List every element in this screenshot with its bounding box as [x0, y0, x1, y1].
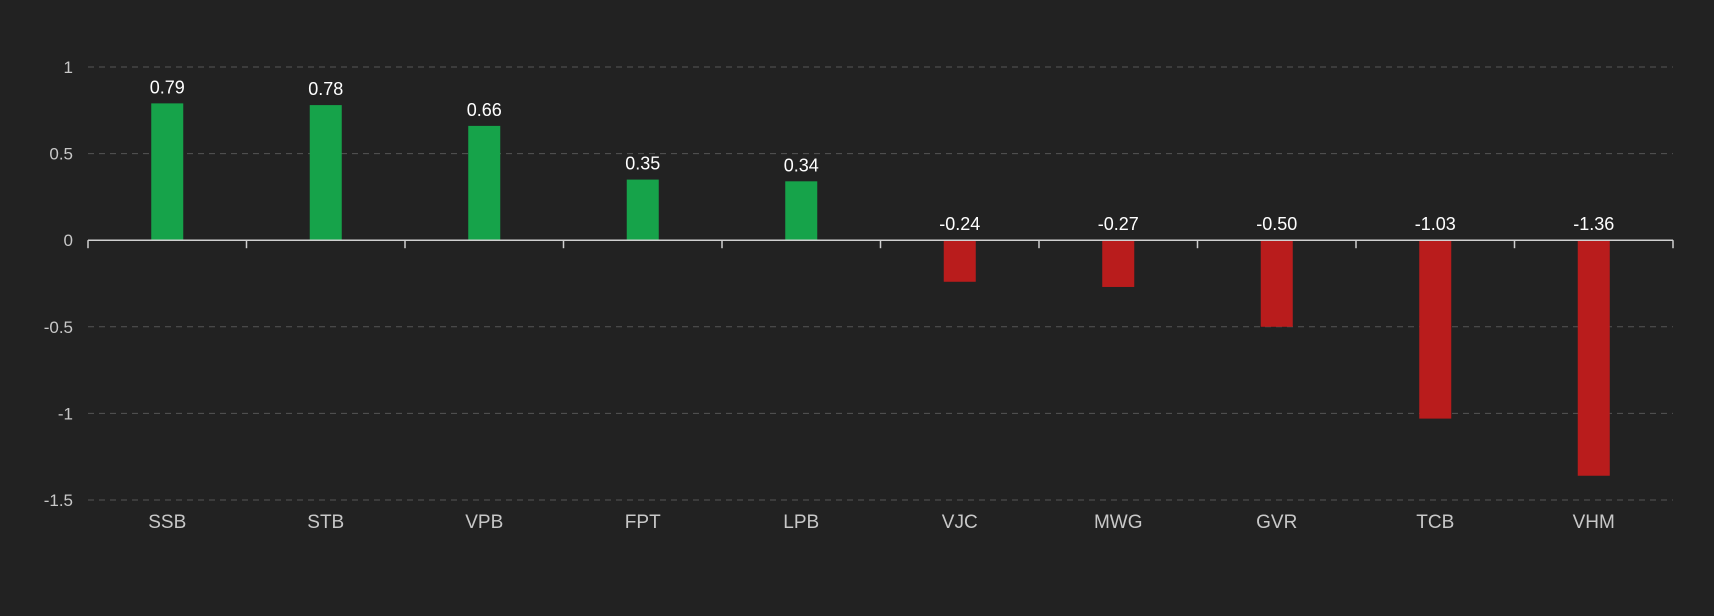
- x-tick-label: STB: [307, 512, 344, 533]
- data-label: -0.24: [939, 214, 980, 234]
- data-label: 0.35: [625, 154, 660, 174]
- bar-vpb: [468, 125, 501, 241]
- y-tick-label: 1: [64, 58, 73, 77]
- bar-tcb: [1419, 240, 1452, 419]
- x-tick-label: FPT: [625, 512, 661, 533]
- data-label: 0.66: [467, 100, 502, 120]
- y-axis-ticks: 1 0.5 0 -0.5 -1 -1.5: [44, 58, 73, 510]
- y-tick-label: -1: [58, 404, 73, 423]
- x-tick-label: VHM: [1573, 512, 1615, 533]
- x-tick-label: MWG: [1094, 512, 1143, 533]
- x-tick-label: VPB: [465, 512, 503, 533]
- x-axis: [87, 239, 1674, 249]
- bar-ssb: [151, 103, 184, 241]
- data-label: -0.27: [1098, 214, 1139, 234]
- data-labels: 0.79 0.78 0.66 0.35 0.34 -0.24 -0.27 -0.50 -1.03…: [150, 77, 1615, 234]
- bar-vhm: [1577, 240, 1610, 476]
- bar-vjc: [943, 240, 976, 282]
- data-label: -1.03: [1415, 214, 1456, 234]
- x-tick-label: LPB: [783, 512, 819, 533]
- data-label: 0.78: [308, 79, 343, 99]
- data-label: 0.79: [150, 77, 185, 97]
- x-tick-label: VJC: [942, 512, 978, 533]
- data-label: -0.50: [1256, 214, 1297, 234]
- category-labels: SSB STB VPB FPT LPB VJC MWG GVR TCB VHM: [148, 512, 1615, 533]
- y-tick-label: 0: [64, 231, 73, 250]
- x-tick-label: GVR: [1256, 512, 1297, 533]
- grid-lines: [88, 66, 1673, 501]
- bar-gvr: [1260, 240, 1293, 327]
- bar-stb: [309, 105, 342, 241]
- y-tick-label: -0.5: [44, 318, 73, 337]
- y-tick-label: -1.5: [44, 491, 73, 510]
- data-label: 0.34: [784, 155, 819, 175]
- bars: [151, 103, 1610, 476]
- bar-mwg: [1102, 240, 1135, 287]
- bar-fpt: [626, 179, 659, 241]
- x-tick-label: SSB: [148, 512, 186, 533]
- x-tick-label: TCB: [1416, 512, 1454, 533]
- data-label: -1.36: [1573, 214, 1614, 234]
- y-tick-label: 0.5: [49, 145, 73, 164]
- bar-lpb: [785, 181, 818, 241]
